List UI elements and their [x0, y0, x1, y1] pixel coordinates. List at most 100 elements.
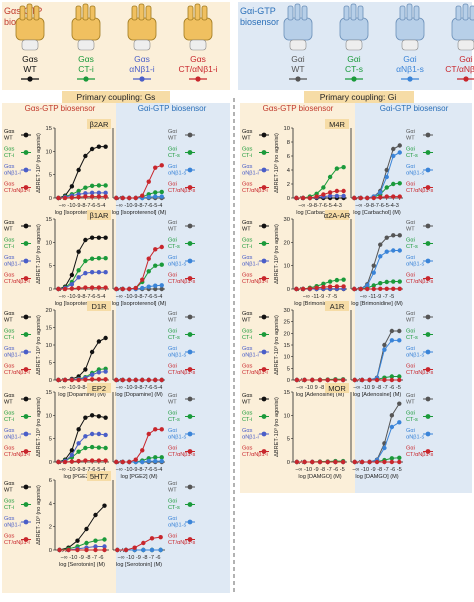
data-point: [140, 448, 144, 452]
legend-label: Gαi: [168, 428, 177, 434]
data-point: [390, 425, 394, 429]
data-point: [121, 287, 125, 291]
legend-label: αNβ1-s: [168, 523, 186, 529]
x-tick-labels: −∞ -10-9-8-7-6-5-4: [116, 467, 163, 473]
gi-biosensor-title: Gαi-GTP: [240, 6, 276, 16]
data-point: [333, 460, 337, 464]
legend-label: Gαi: [406, 147, 415, 153]
y-axis-label: ΔBRET·10³ (no agonist): [36, 315, 42, 375]
y-tick-label: 15: [46, 326, 52, 332]
legend-label: Gαi: [168, 364, 177, 370]
legend-label: WT: [406, 227, 415, 233]
variant-label: CT-s: [345, 64, 363, 74]
biosensor-icon: [146, 6, 151, 20]
data-point: [365, 287, 369, 291]
y-tick-label: 15: [46, 126, 52, 132]
legend-label: Gαs: [4, 481, 15, 487]
data-point: [385, 175, 389, 179]
data-point: [76, 195, 80, 199]
y-tick-label: 5: [49, 173, 52, 179]
data-point: [397, 460, 401, 464]
data-point: [103, 270, 107, 274]
data-point: [83, 367, 87, 371]
variant-label: CT-i: [78, 64, 94, 74]
data-point: [76, 249, 80, 253]
x-tick-labels: −∞ -11-9 -7 -5: [303, 294, 338, 300]
data-point: [153, 284, 157, 288]
legend-label: Gαs: [242, 220, 253, 226]
data-point: [90, 350, 94, 354]
y-tick-label: 5: [49, 264, 52, 270]
data-point: [147, 179, 151, 183]
legend-marker: [262, 350, 267, 355]
legend-marker: [426, 259, 431, 264]
receptor-title: D1R: [91, 302, 107, 311]
biosensor-icon: [76, 6, 81, 20]
biosensor-icon: [27, 4, 32, 20]
data-point: [75, 548, 79, 552]
data-point: [382, 460, 386, 464]
data-point: [90, 184, 94, 188]
data-point: [318, 378, 322, 382]
data-point: [153, 378, 157, 382]
legend-label: WT: [406, 136, 415, 142]
legend-marker: [24, 259, 29, 264]
data-point: [390, 378, 394, 382]
biosensor-icon: [288, 6, 293, 20]
legend-marker: [24, 397, 29, 402]
x-tick-labels: −∞ -10-9-8-7-6-5-4: [59, 294, 106, 300]
g-protein-icon: [290, 40, 306, 50]
data-point: [140, 286, 144, 290]
data-point: [70, 195, 74, 199]
legend-label: CT-s: [168, 335, 180, 341]
data-point: [90, 432, 94, 436]
biosensor-icon: [452, 18, 474, 40]
data-point: [153, 165, 157, 169]
data-point: [70, 273, 74, 277]
y-tick-label: 6: [49, 478, 52, 484]
data-point: [150, 548, 154, 552]
y-tick-label: 10: [284, 355, 290, 361]
data-point: [102, 503, 106, 507]
data-point: [295, 378, 299, 382]
legend-label: Gαi: [406, 255, 415, 261]
legend-marker: [24, 449, 29, 454]
legend-label: CT-s: [168, 505, 180, 511]
legend-label: WT: [4, 136, 13, 142]
biosensor-icon: [72, 18, 100, 40]
data-point: [153, 427, 157, 431]
y-tick-label: 2: [49, 525, 52, 531]
legend-label: αNβ1-s: [168, 435, 186, 441]
y-axis-label: ΔBRET·10³ (no agonist): [36, 485, 42, 545]
g-protein-icon: [78, 40, 94, 50]
legend-marker: [262, 432, 267, 437]
legend-label: WT: [242, 136, 251, 142]
biosensor-icon: [202, 6, 207, 20]
variant-label: αNβ1-i: [129, 64, 154, 74]
x-tick-labels: −∞ -9-8-7-6-5-4-3: [355, 203, 399, 209]
legend-label: αNβ1-i: [242, 171, 259, 177]
data-point: [302, 378, 306, 382]
x-tick-labels: −∞ -10 -9 -8 -7 -6: [117, 555, 160, 561]
x-tick-labels: −∞ -10-9-8-7-6-5-4: [116, 294, 163, 300]
data-point: [147, 269, 151, 273]
data-point: [90, 377, 94, 381]
data-point: [341, 194, 345, 198]
data-point: [76, 286, 80, 290]
data-point: [140, 277, 144, 281]
data-point: [333, 378, 337, 382]
y-tick-label: 15: [46, 390, 52, 396]
legend-label: Gαs: [4, 428, 15, 434]
y-tick-label: 0: [49, 460, 52, 466]
legend-label: Gαi: [406, 446, 415, 452]
legend-label: αNβ1-i: [4, 435, 21, 441]
data-point: [153, 190, 157, 194]
data-point: [391, 233, 395, 237]
legend-marker: [188, 241, 193, 246]
data-point: [335, 194, 339, 198]
legend-label: αNβ1-s: [168, 353, 186, 359]
biosensor-icon: [139, 4, 144, 20]
data-point: [103, 144, 107, 148]
data-point: [83, 446, 87, 450]
legend-label: Gαi: [406, 129, 415, 135]
